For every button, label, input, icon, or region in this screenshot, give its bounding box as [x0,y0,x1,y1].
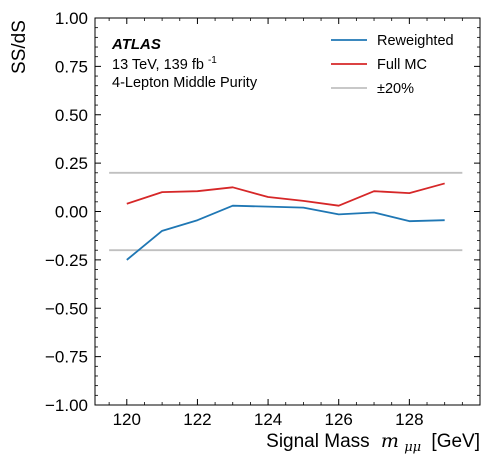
energy-text: 13 TeV, 139 fb [112,57,204,73]
y-tick-label: −1.00 [45,396,88,415]
x-tick-label: 120 [113,410,141,429]
x-axis-title-text: Signal Mass [266,431,370,452]
y-tick-label: 0.00 [55,203,88,222]
x-axis-title-math: m [381,430,399,452]
experiment-label: ATLAS [111,36,161,53]
y-tick-label: 0.75 [55,57,88,76]
x-axis-title-unit: [GeV] [431,431,480,452]
legend-label: Full MC [377,57,427,73]
y-tick-label: 0.50 [55,106,88,125]
x-axis-title: Signal Mass m μμ [GeV] [266,430,480,456]
y-axis-title: SS/dS [9,20,30,74]
y-tick-label: −0.50 [45,299,88,318]
y-tick-label: 0.25 [55,154,88,173]
y-tick-label: −0.25 [45,251,88,270]
series-line-full-mc [126,182,445,207]
legend: Reweighted Full MC ±20% [331,33,454,97]
energy-luminosity-label: 13 TeV, 139 fb -1 [112,55,217,73]
series-lines [126,182,445,261]
x-axis-title-sub: μμ [404,440,421,455]
legend-label: Reweighted [377,33,454,49]
plot-background [95,18,480,405]
y-axis-ticks: −1.00 −0.75 −0.50 −0.25 0.00 0.25 0.50 0.75 1.00 [45,9,480,415]
x-tick-label: 126 [325,410,353,429]
legend-label: ±20% [377,81,414,97]
annotation-block: ATLAS 13 TeV, 139 fb -1 4-Lepton Middle … [111,36,258,91]
y-tick-label: −0.75 [45,348,88,367]
series-line-reweighted [126,204,445,261]
plot-area [95,18,480,405]
x-tick-label: 122 [183,410,211,429]
x-tick-label: 128 [395,410,423,429]
x-axis-ticks: 120 122 124 126 128 [108,18,463,429]
category-label: 4-Lepton Middle Purity [112,75,258,91]
x-tick-label: 124 [254,410,282,429]
y-tick-label: 1.00 [55,9,88,28]
reference-bands [109,171,463,252]
energy-superscript: -1 [208,55,217,66]
